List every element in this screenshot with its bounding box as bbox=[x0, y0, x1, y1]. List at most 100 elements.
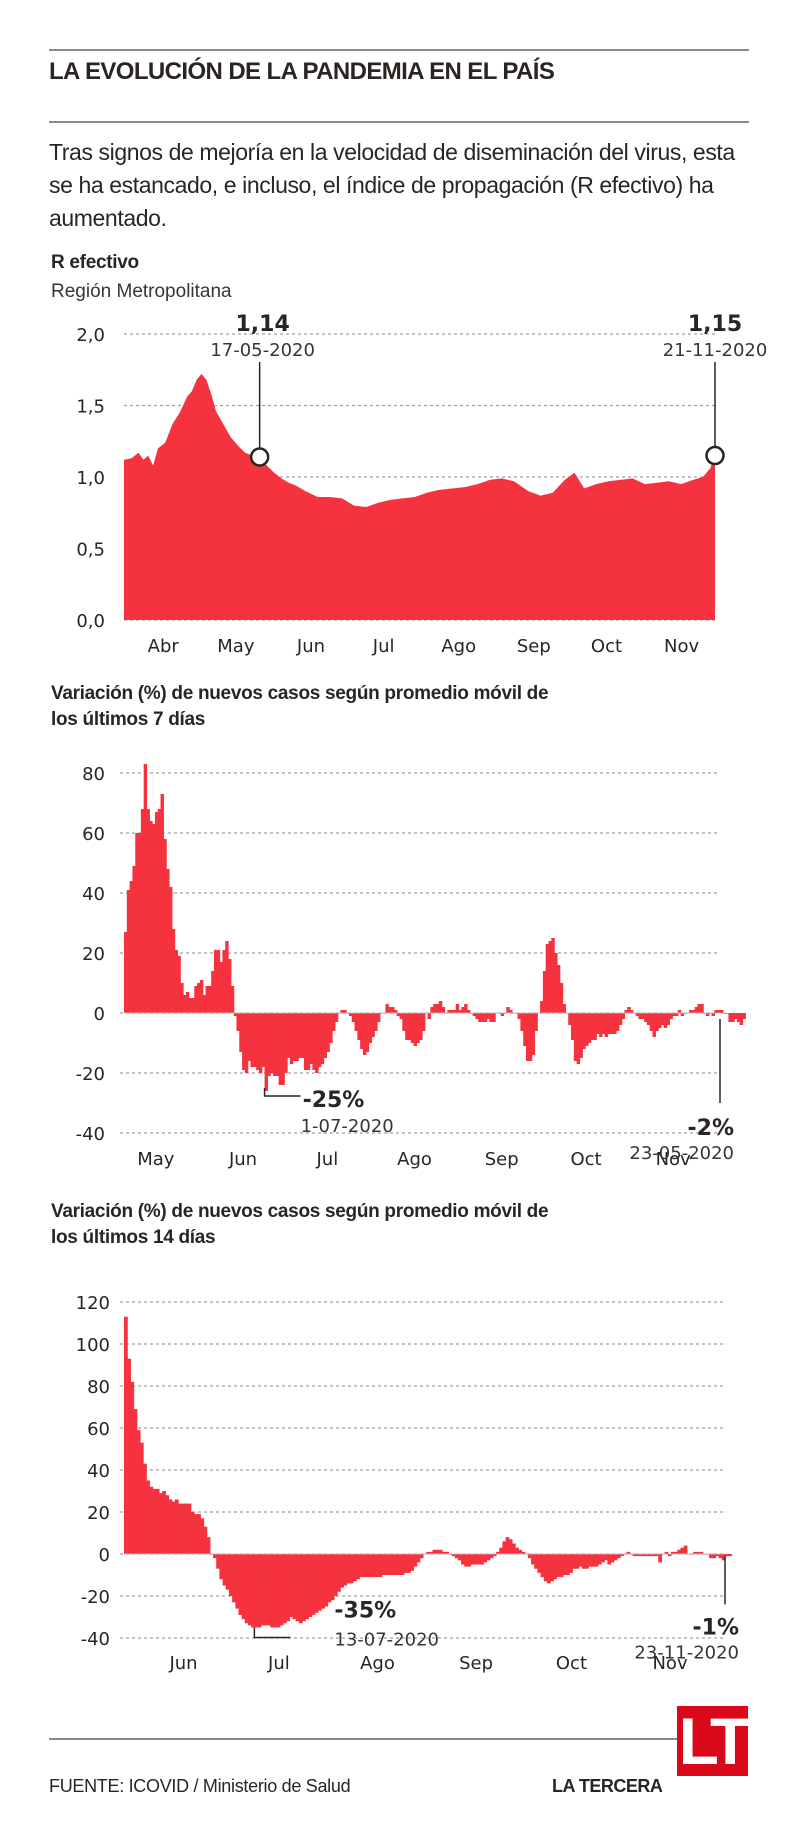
bar bbox=[136, 1430, 141, 1554]
bar bbox=[542, 971, 547, 1013]
bar bbox=[403, 1554, 408, 1573]
y-tick-label: 20 bbox=[87, 1503, 110, 1524]
bar bbox=[466, 1010, 471, 1013]
bar bbox=[191, 998, 195, 1013]
bar bbox=[585, 1013, 589, 1046]
bar bbox=[607, 1554, 612, 1565]
chart1-title: R efectivo bbox=[51, 252, 139, 273]
bar bbox=[174, 1499, 179, 1554]
bar bbox=[445, 1551, 449, 1554]
bar bbox=[438, 1549, 443, 1554]
x-tick-label: Abr bbox=[148, 636, 180, 657]
bar bbox=[208, 986, 212, 1013]
bar bbox=[725, 1554, 729, 1557]
bar bbox=[166, 869, 170, 1013]
bar bbox=[250, 1013, 254, 1067]
bar bbox=[621, 1013, 626, 1019]
bar bbox=[674, 1551, 678, 1554]
bar bbox=[372, 1554, 376, 1578]
y-tick-label: 60 bbox=[87, 1419, 110, 1440]
x-tick-label: Oct bbox=[591, 636, 622, 657]
bar bbox=[244, 1554, 249, 1624]
bar bbox=[470, 1554, 475, 1565]
bar bbox=[585, 1554, 589, 1569]
bar bbox=[222, 1554, 227, 1586]
bar bbox=[505, 1537, 510, 1554]
bar bbox=[582, 1013, 586, 1049]
bar bbox=[720, 1010, 724, 1013]
bar bbox=[473, 1554, 478, 1565]
bar bbox=[604, 1013, 609, 1037]
bar bbox=[646, 1013, 651, 1025]
bar bbox=[410, 1554, 414, 1571]
bar bbox=[133, 1409, 138, 1554]
bar bbox=[601, 1013, 606, 1034]
bar bbox=[356, 1554, 360, 1580]
bar bbox=[569, 1554, 573, 1573]
footer-rule bbox=[49, 1738, 679, 1740]
bar bbox=[419, 1554, 424, 1559]
bar bbox=[351, 1013, 356, 1022]
top-rule bbox=[49, 49, 749, 51]
bar bbox=[613, 1013, 617, 1034]
bar bbox=[422, 1013, 426, 1031]
bar bbox=[228, 1554, 233, 1596]
bar bbox=[323, 1013, 328, 1058]
bar bbox=[330, 1554, 335, 1601]
bar bbox=[177, 956, 181, 1013]
bar bbox=[287, 1013, 291, 1058]
bar bbox=[275, 1013, 280, 1076]
bar bbox=[247, 1013, 252, 1061]
bar bbox=[292, 1013, 297, 1061]
bar bbox=[139, 1442, 144, 1554]
bar bbox=[292, 1554, 297, 1620]
bar bbox=[263, 1554, 268, 1626]
bar bbox=[475, 1013, 479, 1019]
bar bbox=[433, 1004, 437, 1013]
x-tick-label: Ago bbox=[360, 1653, 395, 1674]
bar bbox=[579, 1013, 583, 1058]
bar bbox=[638, 1013, 642, 1019]
bar bbox=[279, 1554, 284, 1626]
bar bbox=[649, 1013, 654, 1031]
bar bbox=[416, 1013, 420, 1043]
bar bbox=[472, 1013, 477, 1016]
bar bbox=[554, 953, 558, 1013]
bar bbox=[526, 1013, 530, 1061]
bar bbox=[596, 1013, 600, 1034]
x-tick-label: Jun bbox=[168, 1653, 197, 1674]
bar bbox=[317, 1554, 322, 1611]
bar bbox=[340, 1010, 344, 1013]
bar bbox=[550, 1554, 554, 1582]
bar bbox=[193, 1514, 198, 1554]
bar bbox=[518, 1549, 523, 1554]
bar bbox=[305, 1554, 310, 1620]
bar bbox=[197, 983, 201, 1013]
bar bbox=[435, 1549, 440, 1554]
r-efectivo-chart: 0,0 0,5 1,0 1,5 2,0 Abr May Jun Jul Ago Sep Oct Nov 1… bbox=[76, 312, 767, 657]
bar bbox=[362, 1554, 367, 1578]
bar bbox=[551, 938, 555, 1013]
bar bbox=[675, 1013, 679, 1016]
bar bbox=[722, 1013, 727, 1014]
x-tick-label: Nov bbox=[656, 1149, 691, 1170]
bar bbox=[553, 1554, 558, 1580]
bar bbox=[333, 1554, 338, 1596]
bar bbox=[575, 1554, 580, 1569]
bar bbox=[715, 1554, 720, 1557]
bar bbox=[648, 1554, 653, 1557]
bar bbox=[162, 1491, 166, 1554]
x-tick-label: Jun bbox=[228, 1149, 257, 1170]
annotation-date: 23-05-2020 bbox=[629, 1143, 734, 1164]
bar bbox=[244, 1013, 249, 1073]
bar bbox=[419, 1013, 423, 1040]
bar bbox=[655, 1013, 659, 1031]
bar bbox=[624, 1010, 628, 1013]
x-tick-label: Jul bbox=[267, 1653, 290, 1674]
bar bbox=[416, 1554, 421, 1563]
bar bbox=[492, 1554, 497, 1557]
y-tick-label: 1,5 bbox=[76, 397, 105, 418]
y-tick-label: 1,0 bbox=[76, 468, 105, 489]
bar bbox=[393, 1010, 398, 1013]
y-tick-label: 0 bbox=[94, 1004, 105, 1025]
